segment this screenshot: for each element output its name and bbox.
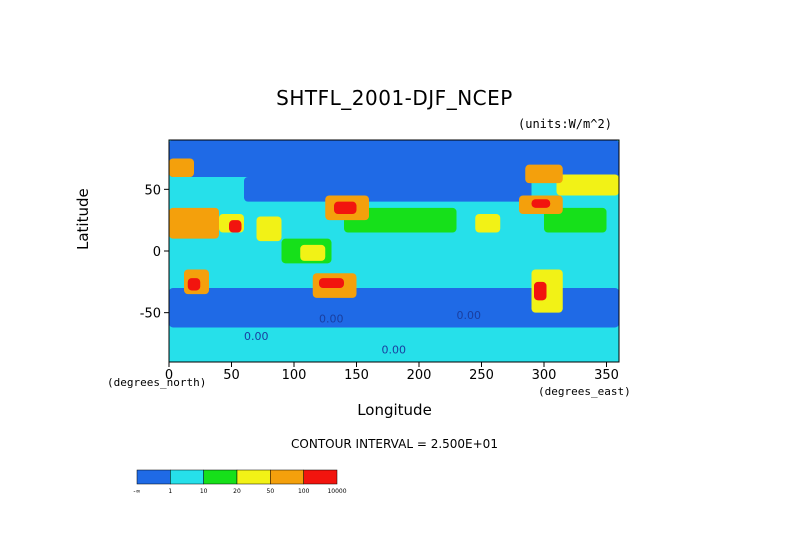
heatmap-region-antarctic-coast (169, 327, 619, 362)
heatmap-region-south-america-core (534, 281, 547, 301)
colorbar-tick-label: 20 (233, 488, 241, 495)
chart-title: SHTFL_2001-DJF_NCEP (276, 86, 513, 110)
heatmap-region-maritime-continent (300, 244, 326, 261)
colorbar-swatch (203, 469, 238, 485)
units-label: (units:W/m^2) (518, 117, 612, 131)
colorbar-tick-label: -∞ (133, 488, 140, 495)
x-tick-label: 350 (594, 368, 619, 383)
heatmap-region-kuroshio-core (334, 201, 357, 214)
colorbar-swatch (236, 469, 271, 485)
x-tick-label: 100 (282, 368, 307, 383)
heatmap-region-north-polar-cap (169, 140, 619, 177)
x-tick-label: 150 (344, 368, 369, 383)
colorbar-tick-label: 10000 (327, 488, 346, 495)
colorbar-tick-label: 10 (200, 488, 208, 495)
colorbar-tick-label: 100 (298, 488, 310, 495)
x-axis-label: Longitude (357, 401, 432, 419)
heatmap-region-mexico (475, 214, 501, 233)
heatmap-region-north-atlantic-subpolar (556, 174, 619, 196)
contour-label: 0.00 (457, 309, 482, 322)
x-tick-label: 0 (165, 368, 173, 383)
heatmap-region-southern-ocean-band (169, 288, 619, 328)
heatmap-region-south-america (531, 269, 563, 313)
y-tick-label: -50 (140, 307, 161, 322)
y-axis-units: (degrees_north) (107, 376, 207, 389)
heatmap-region-siberia-canada (244, 177, 532, 202)
contour-label: 0.00 (319, 313, 344, 326)
colorbar-swatch (170, 469, 204, 485)
x-tick-label: 200 (407, 368, 432, 383)
colorbar-swatch (136, 469, 171, 485)
colorbar-tick-label: 1 (168, 488, 172, 495)
contour-label: 0.00 (244, 330, 269, 343)
heatmap-region-southern-africa-core (187, 278, 201, 291)
contour-label: 0.00 (382, 343, 407, 356)
heatmap-region-tropical-pacific (319, 226, 532, 288)
x-axis-units: (degrees_east) (538, 385, 631, 398)
heatmap-region-sahara (169, 207, 219, 239)
colorbar-swatch (270, 469, 304, 485)
heatmap-region-subtropical-north-pacific (344, 207, 457, 233)
colorbar-swatch (303, 469, 338, 485)
y-axis-label: Latitude (74, 188, 92, 250)
y-tick-label: 50 (144, 183, 161, 198)
heatmap-region-india (256, 216, 282, 242)
heatmap-region-gulf-stream-core (531, 199, 551, 208)
heatmap-region-norwegian-sea (169, 158, 194, 177)
heatmap-region-tropical-atlantic (544, 226, 619, 288)
contour-interval-note: CONTOUR INTERVAL = 2.500E+01 (291, 437, 498, 451)
y-tick-label: 0 (153, 245, 161, 260)
x-tick-label: 300 (532, 368, 557, 383)
heatmap-region-arabia-core (229, 220, 242, 233)
heatmap-region-canadian-arctic (525, 164, 563, 184)
x-tick-label: 250 (469, 368, 494, 383)
x-tick-label: 50 (223, 368, 240, 383)
heatmap-region-subtropical-north-atlantic (544, 207, 607, 233)
colorbar-tick-label: 50 (267, 488, 275, 495)
heatmap-region-australia-core (319, 278, 344, 288)
